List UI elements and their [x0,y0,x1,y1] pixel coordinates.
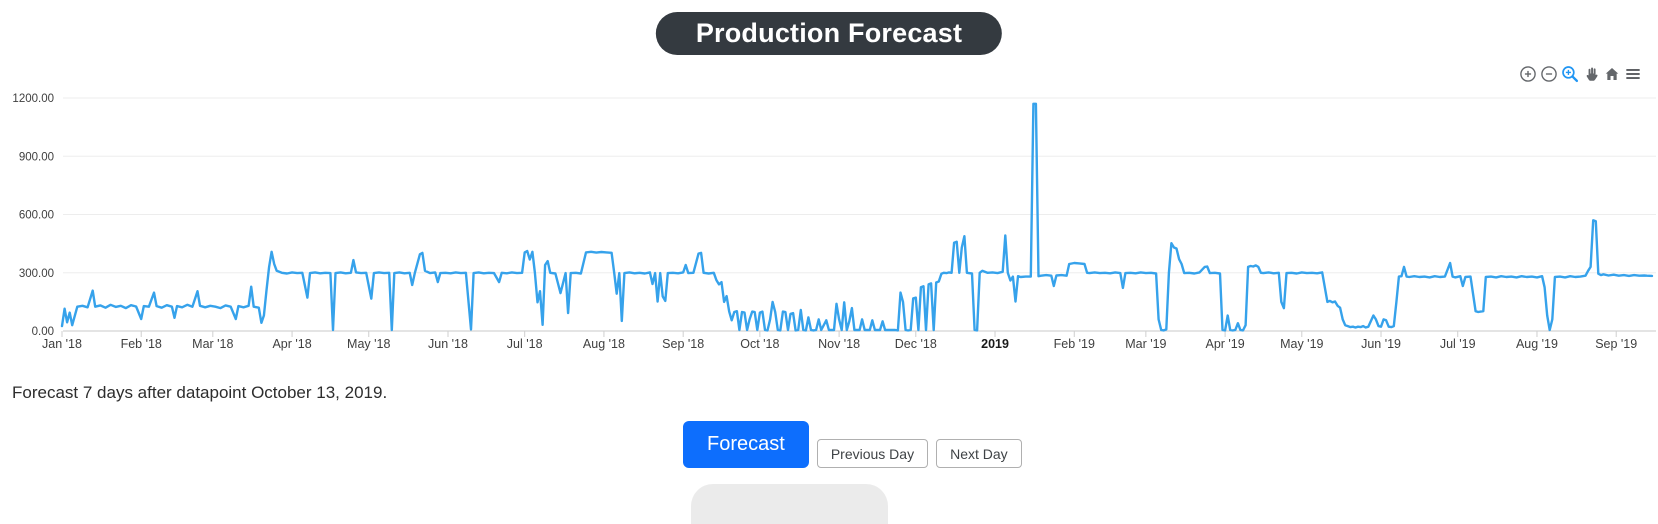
x-tick-label: Apr '18 [272,337,311,351]
x-tick-label: Nov '18 [818,337,860,351]
production-line [60,102,1654,332]
chart-canvas[interactable]: 0.00 300.00 600.00 900.00 1200.00 Jan '18 Feb … [0,0,1658,375]
y-tick-label: 0.00 [32,326,54,338]
x-tick-label: Jul '18 [507,337,543,351]
x-tick-label: Feb '18 [121,337,162,351]
forecast-button[interactable]: Forecast [683,421,809,468]
zoom-in-icon[interactable] [1519,65,1537,83]
previous-day-button[interactable]: Previous Day [816,439,929,468]
x-tick-label: Feb '19 [1054,337,1095,351]
x-tick-label: Aug '18 [583,337,625,351]
zoom-select-icon[interactable] [1561,65,1579,83]
y-tick-label: 300.00 [19,268,54,280]
y-tick-label: 1200.00 [12,93,54,105]
reset-home-icon[interactable] [1603,65,1621,83]
x-tick-label: Mar '18 [192,337,233,351]
x-tick-label: Mar '19 [1125,337,1166,351]
chart-toolbar [1519,65,1642,83]
forecast-caption: Forecast 7 days after datapoint October … [12,383,388,402]
controls-row: Forecast Previous Day Next Day [683,421,1022,468]
x-tick-label: Oct '18 [740,337,779,351]
page-title-badge: Production Forecast [655,12,1003,55]
x-tick-label: Apr '19 [1205,337,1244,351]
partial-bottom-panel [691,484,888,524]
x-tick-label: May '19 [1280,337,1323,351]
x-tick-label: Sep '19 [1595,337,1637,351]
y-tick-label: 600.00 [19,210,54,222]
y-tick-label: 900.00 [19,151,54,163]
x-tick-label: Sep '18 [662,337,704,351]
x-tick-label: Jun '18 [428,337,468,351]
next-day-button[interactable]: Next Day [936,439,1022,468]
x-tick-label: Dec '18 [895,337,937,351]
menu-icon[interactable] [1624,65,1642,83]
x-tick-label: May '18 [347,337,390,351]
x-tick-label: Jul '19 [1440,337,1476,351]
pan-icon[interactable] [1582,65,1600,83]
zoom-out-icon[interactable] [1540,65,1558,83]
page-title: Production Forecast [695,18,963,48]
x-tick-label: Jan '18 [42,337,82,351]
x-tick-label: Aug '19 [1516,337,1558,351]
x-tick-label: 2019 [981,337,1009,351]
x-tick-label: Jun '19 [1361,337,1401,351]
